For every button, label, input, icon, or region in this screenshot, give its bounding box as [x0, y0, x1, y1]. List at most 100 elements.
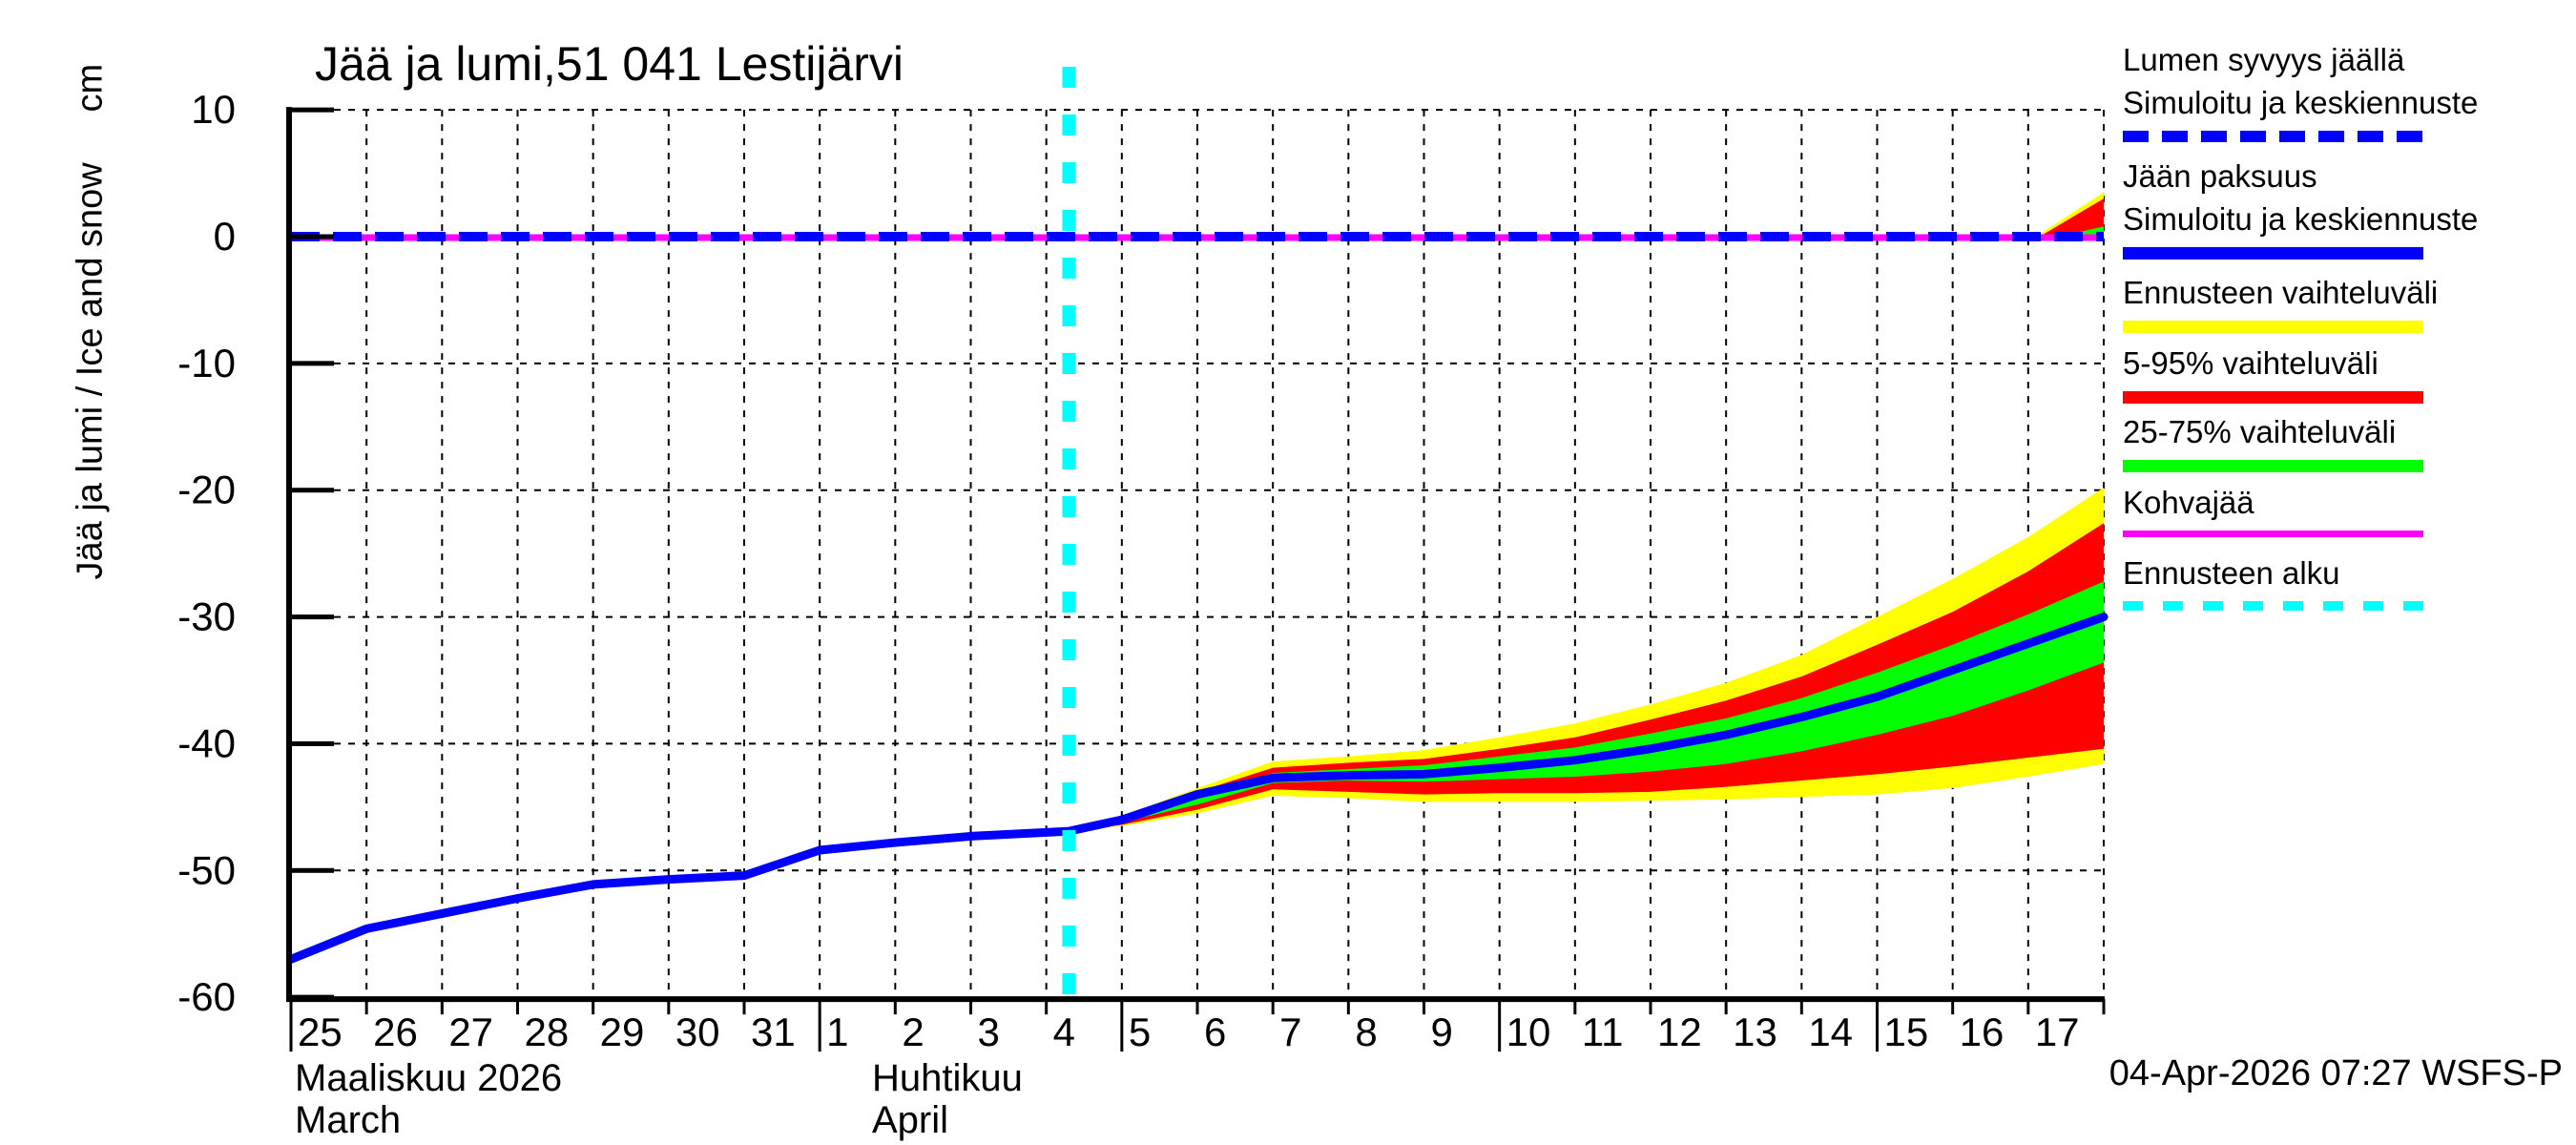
y-tick-label: 10: [191, 87, 236, 132]
x-tick: [742, 999, 746, 1015]
legend-label: Kohvajää: [2123, 485, 2254, 520]
y-tick: [292, 614, 334, 620]
legend-entry-kohvajaa: Kohvajää: [2123, 481, 2571, 537]
x-tick: [2102, 999, 2106, 1015]
x-tick: [1423, 999, 1425, 1015]
legend-label: Ennusteen vaihteluväli: [2123, 275, 2439, 310]
legend-swatch-snow-depth-line: [2123, 131, 2423, 142]
x-tick-label: 8: [1355, 1010, 1377, 1054]
legend-swatch-kohvajaa-line: [2123, 531, 2423, 537]
legend-label: Simuloitu ja keskiennuste: [2123, 201, 2479, 237]
legend-label: 25-75% vaihteluväli: [2123, 414, 2397, 449]
y-tick: [292, 488, 334, 493]
x-tick: [893, 999, 897, 1015]
x-tick: [1346, 999, 1350, 1015]
legend-label: Lumen syvyys jäällä: [2123, 42, 2405, 77]
x-tick-label: 1: [826, 1010, 848, 1054]
legend-label: Simuloitu ja keskiennuste: [2123, 85, 2479, 120]
legend-swatch-forecast-start-line: [2123, 601, 2423, 611]
x-tick: [1045, 999, 1049, 1015]
legend-label: Ennusteen alku: [2123, 555, 2340, 591]
forecast-band: [1069, 523, 2104, 832]
x-tick: [1271, 999, 1275, 1015]
x-tick-label: 5: [1129, 1010, 1151, 1054]
x-tick-label: 2: [902, 1010, 924, 1054]
x-tick-label: 30: [675, 1010, 720, 1054]
x-tick: [667, 999, 671, 1015]
x-tick: [818, 999, 821, 1052]
y-tick: [292, 361, 334, 366]
ice-thickness-line: [286, 613, 2109, 964]
legend-label: 5-95% vaihteluväli: [2123, 345, 2379, 381]
y-tick-label: 0: [214, 214, 236, 259]
x-tick: [289, 999, 293, 1052]
x-tick-label: 9: [1431, 1010, 1453, 1054]
x-tick-label: 13: [1733, 1010, 1777, 1054]
y-tick-label: -20: [177, 468, 236, 512]
x-tick-label: 14: [1808, 1010, 1853, 1054]
forecast-band: [2039, 198, 2104, 237]
timestamp: 04-Apr-2026 07:27 WSFS-P: [2109, 1053, 2563, 1093]
x-tick-label: 17: [2035, 1010, 2080, 1054]
y-tick-label: -60: [177, 974, 236, 1019]
legend-label: Jään paksuus: [2123, 158, 2317, 194]
x-tick-label: 28: [525, 1010, 570, 1054]
x-tick: [1649, 999, 1652, 1015]
x-tick: [516, 999, 519, 1015]
x-tick: [1195, 999, 1199, 1015]
x-tick: [1573, 999, 1577, 1015]
x-tick-label: 31: [751, 1010, 796, 1054]
legend-swatch-25-75-range: [2123, 460, 2423, 472]
y-tick: [292, 234, 334, 239]
x-tick: [1876, 999, 1879, 1052]
x-tick-label: 29: [600, 1010, 645, 1054]
y-tick: [292, 107, 334, 113]
legend-entry-forecast-range: Ennusteen vaihteluväli: [2123, 271, 2571, 333]
y-axis-line: [286, 107, 292, 1001]
legend-entry-snow-depth: Lumen syvyys jäällä Simuloitu ja keskien…: [2123, 38, 2571, 142]
legend: Lumen syvyys jäällä Simuloitu ja keskien…: [2123, 0, 2571, 687]
x-axis-line: [286, 996, 2105, 1003]
month-label-april-en: April: [872, 1099, 949, 1141]
x-tick: [1498, 999, 1502, 1052]
x-tick-label: 12: [1657, 1010, 1702, 1054]
legend-swatch-forecast-range: [2123, 321, 2423, 333]
x-tick-label: 27: [448, 1010, 493, 1054]
legend-swatch-ice-thickness-line: [2123, 247, 2423, 260]
y-tick: [292, 867, 334, 873]
y-tick-label: -10: [177, 341, 236, 385]
x-tick-label: 25: [298, 1010, 343, 1054]
x-tick: [2026, 999, 2030, 1015]
legend-entry-forecast-start: Ennusteen alku: [2123, 552, 2571, 611]
x-tick-label: 15: [1884, 1010, 1929, 1054]
x-tick-label: 10: [1506, 1010, 1551, 1054]
x-tick-label: 3: [978, 1010, 1000, 1054]
y-tick-label: -40: [177, 720, 236, 765]
y-tick: [292, 740, 334, 746]
x-tick-label: 4: [1053, 1010, 1075, 1054]
y-tick-label: -30: [177, 594, 236, 639]
y-axis-label: Jää ja lumi / Ice and snow cm: [70, 63, 111, 580]
x-tick: [969, 999, 972, 1015]
x-tick-label: 11: [1582, 1010, 1624, 1054]
x-tick: [440, 999, 444, 1015]
month-label-march-fi: Maaliskuu 2026: [295, 1057, 563, 1099]
x-tick: [364, 999, 368, 1015]
x-tick: [1951, 999, 1955, 1015]
legend-entry-25-75-range: 25-75% vaihteluväli: [2123, 410, 2571, 472]
y-tick-label: -50: [177, 847, 236, 892]
x-tick: [592, 999, 595, 1015]
legend-swatch-5-95-range: [2123, 391, 2423, 404]
x-tick-label: 16: [1960, 1010, 2005, 1054]
x-tick: [1799, 999, 1803, 1015]
month-label-april-fi: Huhtikuu: [872, 1057, 1023, 1099]
x-tick: [1120, 999, 1124, 1052]
chart-title: Jää ja lumi,51 041 Lestijärvi: [315, 37, 904, 91]
legend-entry-5-95-range: 5-95% vaihteluväli: [2123, 342, 2571, 404]
y-tick: [292, 994, 334, 1000]
x-tick: [1724, 999, 1728, 1015]
x-tick-label: 7: [1279, 1010, 1301, 1054]
x-tick-label: 6: [1204, 1010, 1226, 1054]
